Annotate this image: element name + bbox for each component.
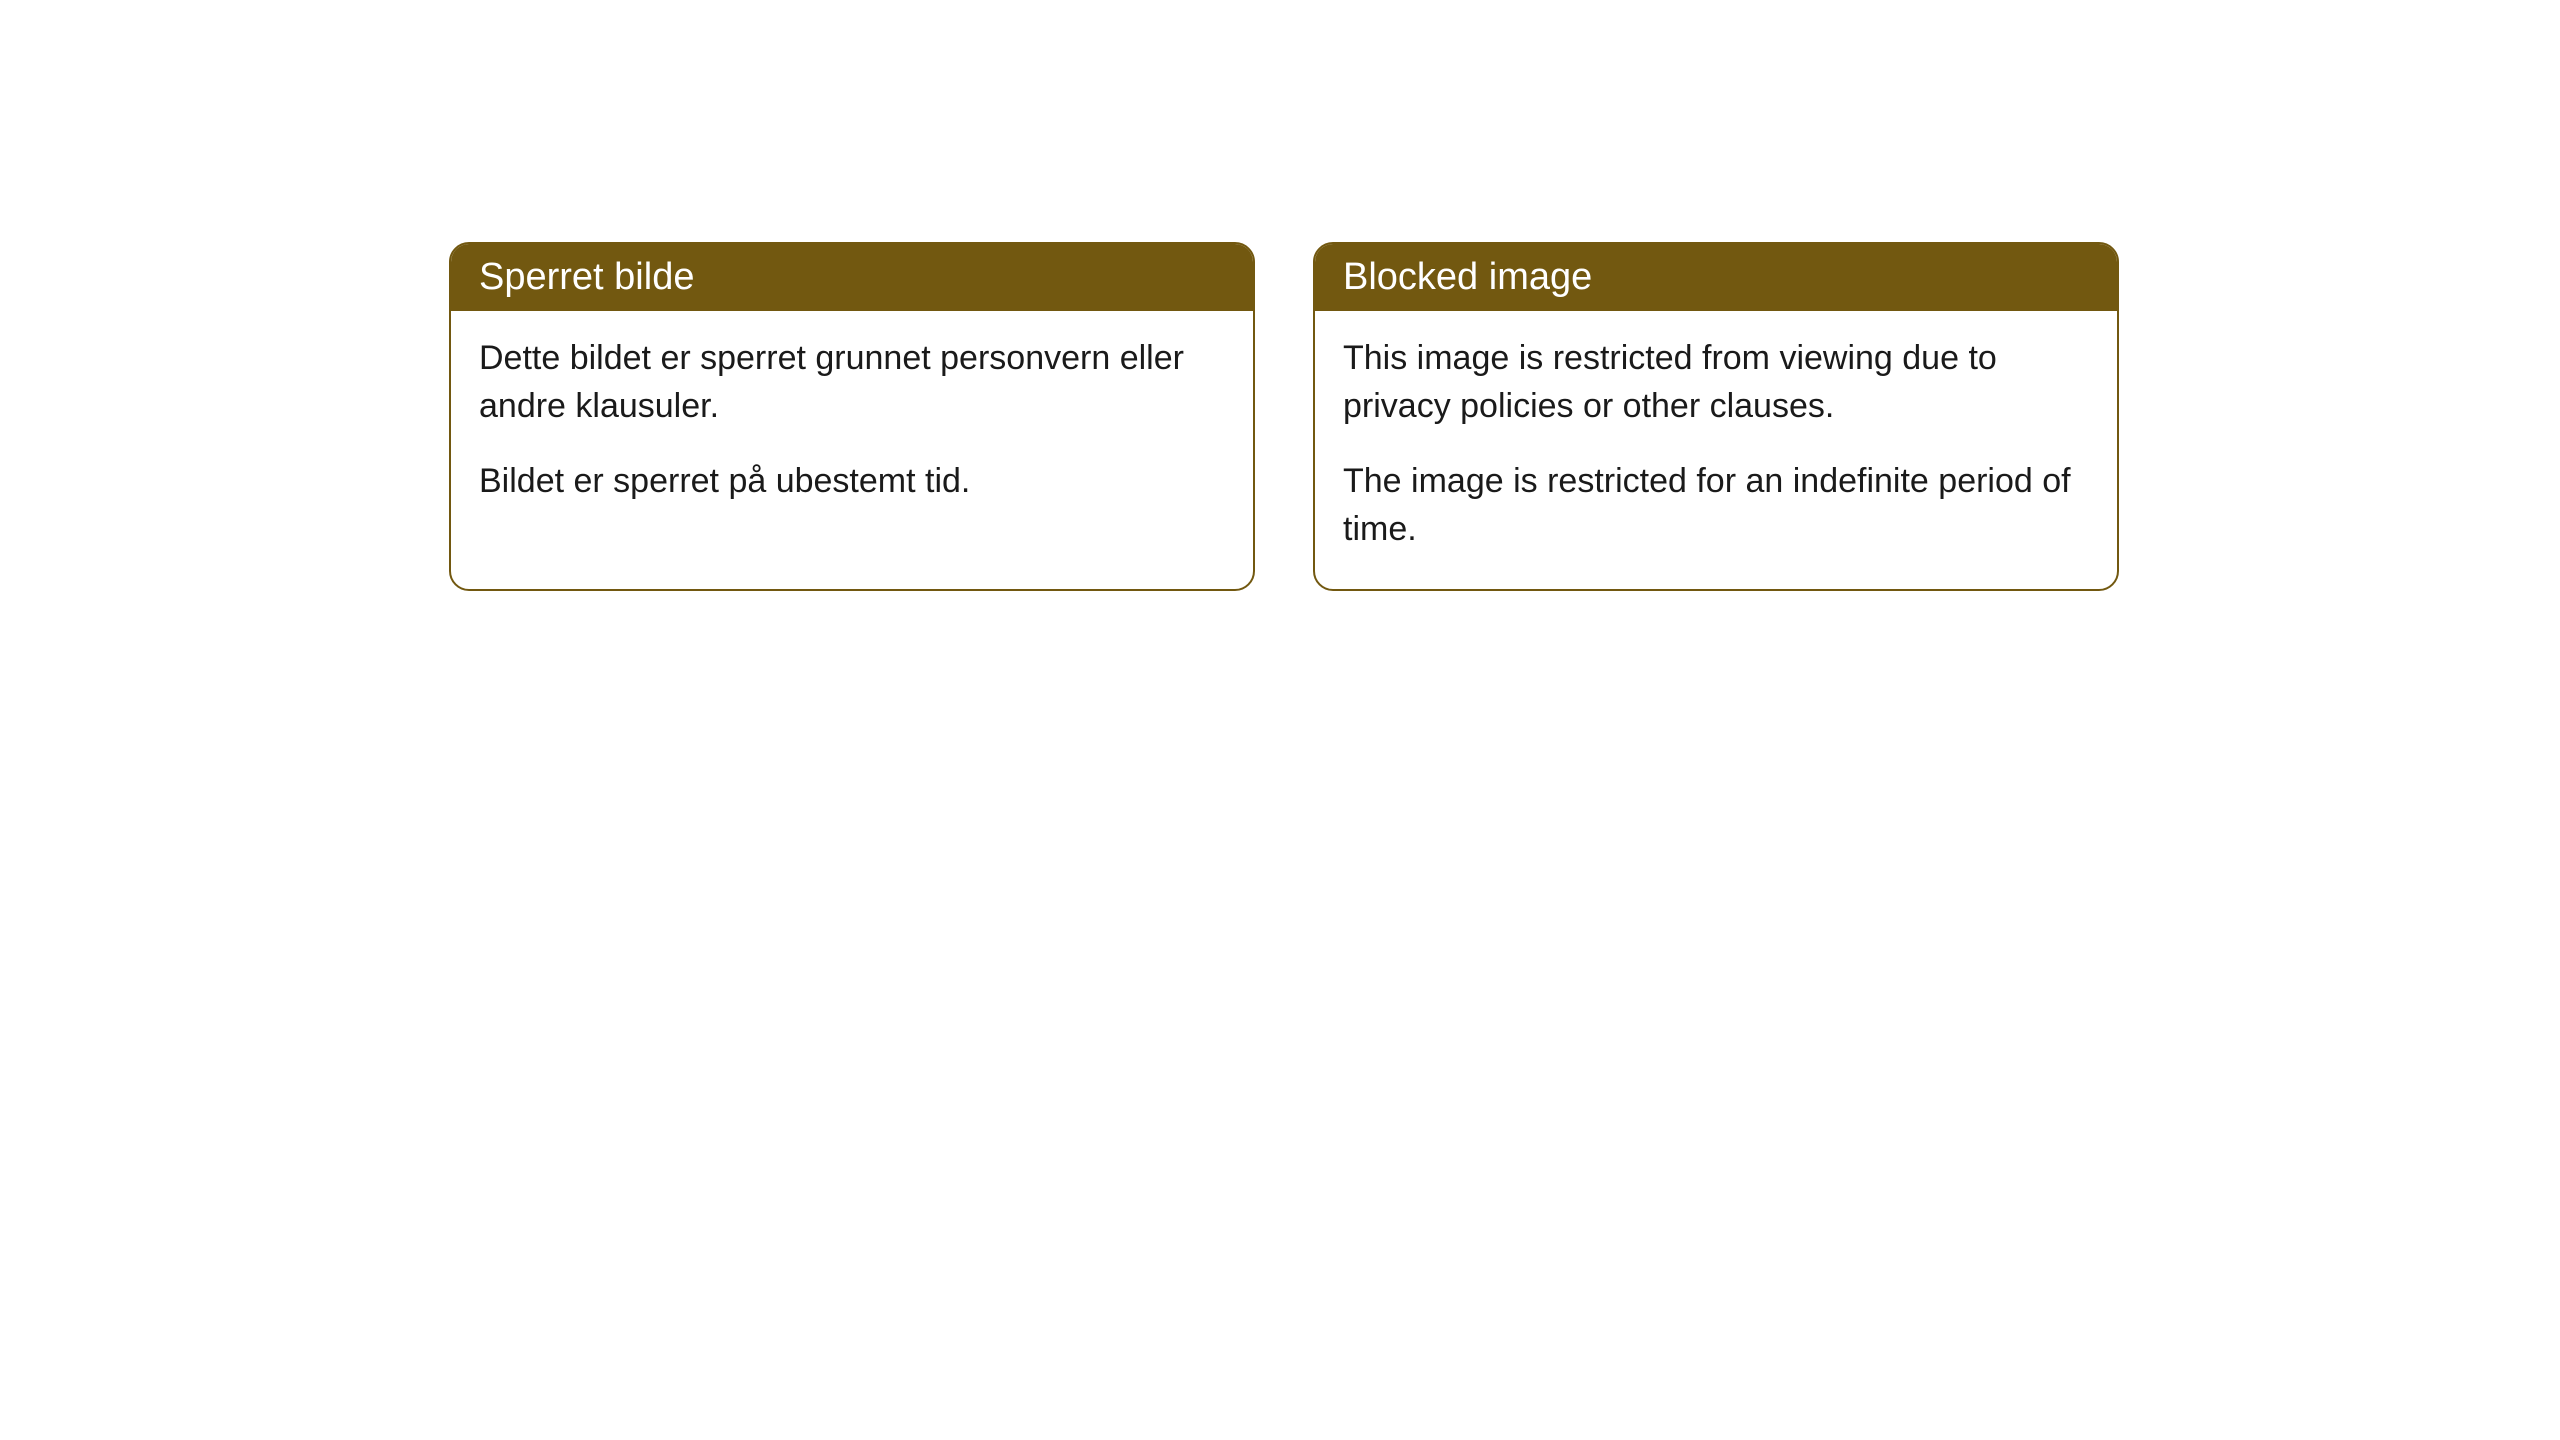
card-paragraph: The image is restricted for an indefinit… [1343,458,2089,553]
card-header-norwegian: Sperret bilde [451,244,1253,311]
card-paragraph: Bildet er sperret på ubestemt tid. [479,458,1225,506]
card-paragraph: This image is restricted from viewing du… [1343,335,2089,430]
card-header-english: Blocked image [1315,244,2117,311]
cards-container: Sperret bilde Dette bildet er sperret gr… [449,242,2119,591]
card-paragraph: Dette bildet er sperret grunnet personve… [479,335,1225,430]
blocked-image-card-norwegian: Sperret bilde Dette bildet er sperret gr… [449,242,1255,591]
card-body-english: This image is restricted from viewing du… [1315,311,2117,589]
card-body-norwegian: Dette bildet er sperret grunnet personve… [451,311,1253,542]
blocked-image-card-english: Blocked image This image is restricted f… [1313,242,2119,591]
